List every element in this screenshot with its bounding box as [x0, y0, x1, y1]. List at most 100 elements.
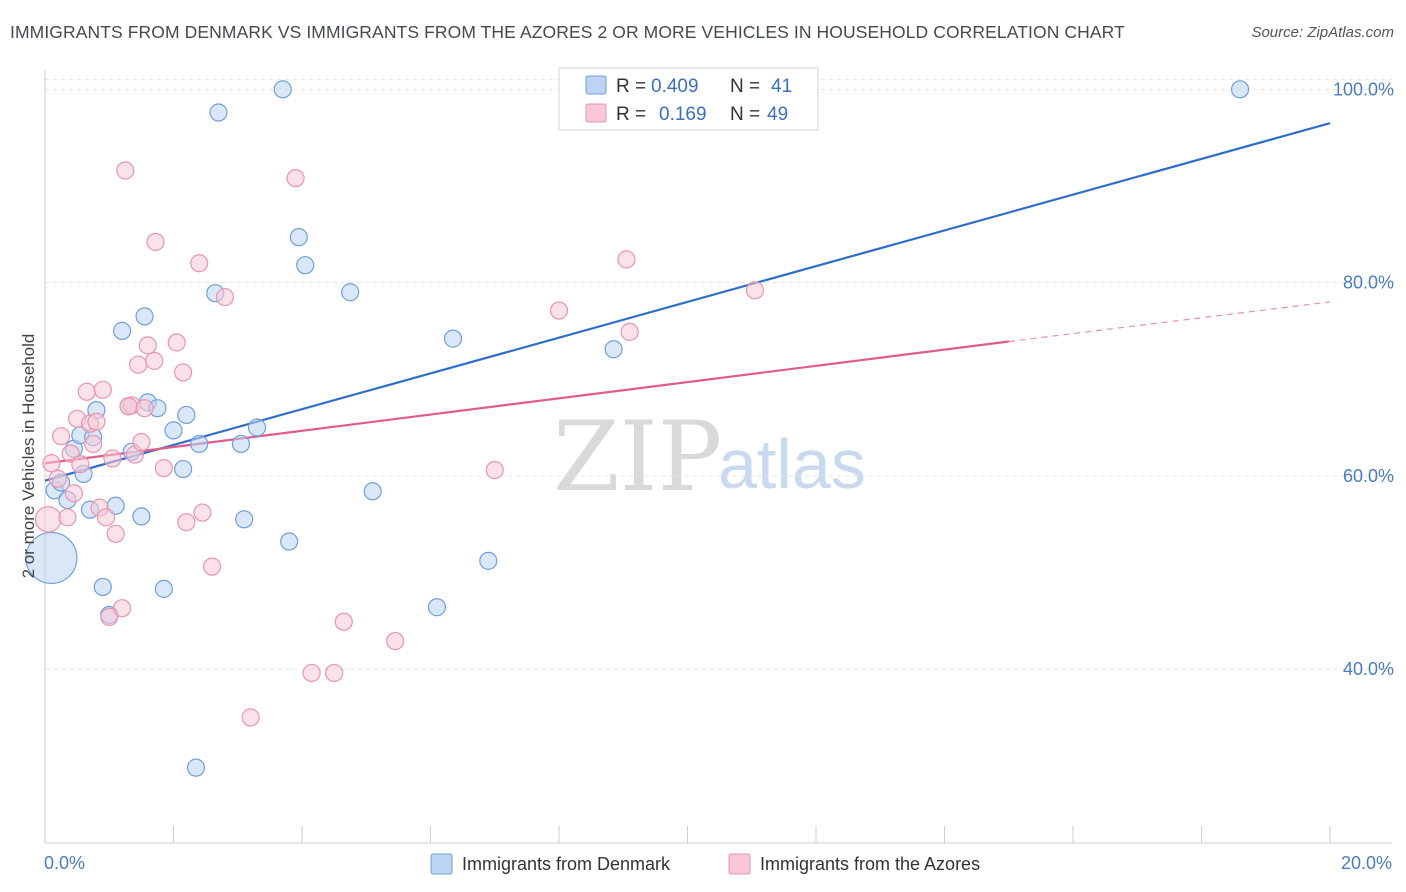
azores-point-19 — [112, 599, 132, 618]
legend-n-value-2: 49 — [767, 104, 788, 125]
legend-n-label-1: N = — [730, 76, 760, 97]
denmark-point-16 — [132, 507, 151, 526]
azores-point-15 — [96, 508, 116, 527]
series-legend: Immigrants from Denmark Immigrants from … — [430, 853, 980, 875]
legend-r-label-2: R = — [616, 104, 646, 125]
denmark-point-41 — [186, 758, 206, 777]
denmark-point-13 — [112, 321, 132, 340]
gridlines — [45, 79, 1392, 670]
azores-point-3 — [51, 427, 71, 446]
azores-point-25 — [135, 399, 154, 418]
azores-point-29 — [154, 458, 173, 478]
denmark-point-35 — [363, 482, 382, 501]
azores-point-24 — [132, 432, 151, 452]
denmark-point-40 — [1230, 80, 1250, 99]
azores-point-12 — [87, 412, 106, 431]
denmark-point-26 — [209, 103, 228, 122]
azores-point-31 — [174, 363, 193, 382]
azores-point-40 — [325, 663, 344, 683]
chart-title: IMMIGRANTS FROM DENMARK VS IMMIGRANTS FR… — [10, 22, 1125, 42]
azores-point-47 — [745, 281, 765, 300]
denmark-point-32 — [289, 228, 308, 247]
azores-point-34 — [193, 503, 212, 522]
legend-r-value-2: 0.169 — [659, 104, 707, 125]
y-axis-title: 2 or more Vehicles in Household — [19, 334, 38, 579]
legend-swatch-denmark — [585, 75, 607, 95]
y-tick-label-3: 100.0% — [1333, 79, 1394, 99]
legend-n-label-2: N = — [730, 104, 760, 125]
x-tick-label-1: 20.0% — [1341, 853, 1392, 873]
series-legend-swatch-denmark — [430, 853, 453, 875]
series-legend-label-azores: Immigrants from the Azores — [760, 854, 980, 874]
azores-point-6 — [64, 484, 84, 503]
azores-point-30 — [167, 333, 186, 352]
denmark-point-31 — [280, 532, 299, 551]
denmark-point-27 — [231, 434, 251, 454]
watermark-atlas: atlas — [718, 425, 866, 503]
azores-point-2 — [48, 469, 67, 488]
denmark-point-38 — [479, 551, 498, 570]
series-legend-swatch-azores — [728, 853, 751, 875]
denmark-point-37 — [443, 329, 463, 348]
azores-point-46 — [620, 322, 639, 341]
denmark-point-10 — [93, 577, 112, 597]
watermark-zip: ZIP — [553, 401, 722, 513]
azores-point-42 — [386, 631, 405, 651]
azores-point-41 — [334, 612, 353, 631]
azores-point-48 — [119, 397, 138, 416]
azores-point-9 — [77, 382, 96, 401]
denmark-point-17 — [135, 307, 154, 326]
legend-r-label-1: R = — [616, 76, 646, 97]
azores-point-45 — [617, 250, 636, 269]
azores-point-37 — [241, 708, 260, 727]
azores-point-27 — [145, 351, 164, 370]
denmark-point-34 — [341, 283, 360, 302]
azores-point-4 — [58, 508, 77, 527]
y-tick-label-1: 60.0% — [1343, 466, 1394, 486]
azores-point-1 — [42, 454, 61, 473]
trend-line-extension-1 — [1008, 301, 1331, 343]
azores-point-18 — [106, 524, 125, 543]
azores-point-33 — [190, 254, 209, 273]
azores-point-26 — [138, 336, 157, 355]
source-credit: Source: ZipAtlas.com — [1251, 24, 1394, 41]
y-tick-label-2: 80.0% — [1343, 273, 1394, 293]
azores-point-38 — [286, 169, 305, 188]
azores-point-35 — [202, 557, 222, 576]
denmark-point-23 — [177, 405, 196, 425]
denmark-point-0 — [25, 531, 78, 585]
y-tick-label-0: 40.0% — [1343, 659, 1394, 679]
azores-point-28 — [146, 232, 165, 252]
legend-r-value-1: 0.409 — [651, 76, 699, 97]
azores-point-0 — [34, 505, 62, 533]
azores-point-44 — [549, 301, 569, 320]
series-legend-label-denmark: Immigrants from Denmark — [462, 854, 671, 874]
denmark-point-20 — [154, 579, 173, 598]
azores-point-39 — [302, 663, 321, 683]
denmark-point-36 — [427, 598, 447, 617]
stats-legend: R = 0.409 N = 41 R = 0.169 N = 49 — [558, 67, 819, 131]
denmark-point-24 — [190, 434, 209, 454]
denmark-point-33 — [296, 256, 315, 275]
azores-point-8 — [71, 455, 90, 474]
denmark-point-29 — [247, 418, 267, 437]
data-points — [25, 80, 1250, 777]
x-tick-label-0: 0.0% — [44, 853, 85, 873]
azores-point-23 — [129, 355, 148, 374]
denmark-point-21 — [164, 421, 183, 440]
denmark-point-28 — [235, 510, 254, 529]
azores-point-11 — [84, 434, 103, 454]
axes: 40.0% 60.0% 80.0% 100.0% 0.0% 20.0% — [44, 70, 1394, 873]
azores-point-32 — [177, 513, 196, 532]
azores-point-20 — [116, 161, 135, 180]
azores-point-14 — [93, 380, 112, 399]
azores-point-16 — [100, 607, 119, 626]
legend-n-value-1: 41 — [771, 76, 792, 97]
legend-swatch-azores — [585, 103, 607, 123]
denmark-point-22 — [174, 459, 193, 479]
azores-point-17 — [103, 449, 122, 468]
denmark-point-30 — [273, 80, 292, 99]
azores-point-43 — [485, 460, 504, 480]
denmark-point-39 — [604, 340, 623, 359]
